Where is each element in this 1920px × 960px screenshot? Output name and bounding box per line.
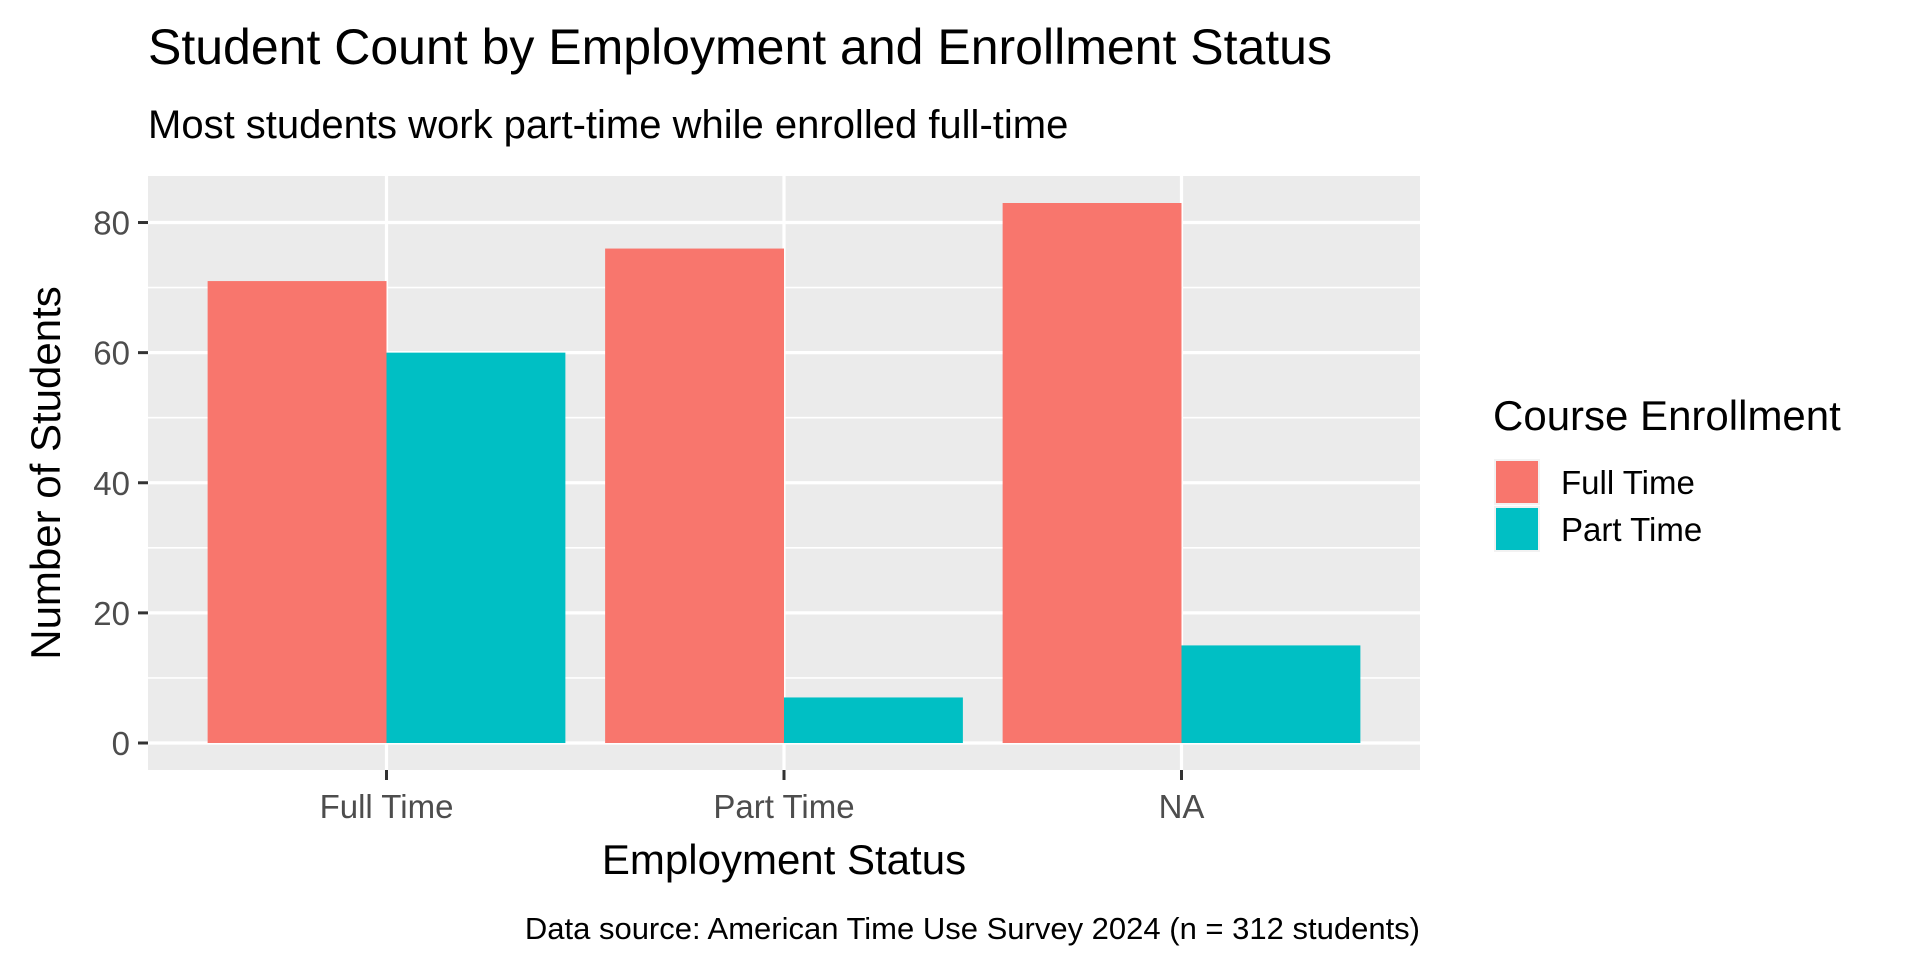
- x-tick-label: Full Time: [320, 788, 454, 825]
- y-tick-label: 60: [93, 335, 130, 372]
- bar-part-time-na: [1181, 645, 1361, 743]
- legend-label: Part Time: [1561, 511, 1702, 548]
- x-axis-title: Employment Status: [602, 836, 966, 883]
- y-tick-label: 20: [93, 595, 130, 632]
- bars: [207, 203, 1361, 743]
- legend: Course Enrollment Full Time Part Time: [1493, 392, 1841, 552]
- y-tick-label: 0: [112, 725, 130, 762]
- bar-full-time-full-time: [207, 281, 387, 743]
- y-tick-label: 80: [93, 205, 130, 242]
- chart-title: Student Count by Employment and Enrollme…: [148, 19, 1332, 75]
- y-axis-title: Number of Students: [22, 286, 69, 660]
- x-tick-label: Part Time: [713, 788, 854, 825]
- bar-full-time-na: [1002, 203, 1182, 743]
- chart-subtitle: Most students work part-time while enrol…: [148, 103, 1068, 147]
- bar-part-time-part-time: [784, 697, 963, 743]
- axes: 0 20 40 60 80 Full Time Part Time NA: [93, 205, 1204, 825]
- legend-title: Course Enrollment: [1493, 392, 1841, 439]
- legend-swatch: [1496, 461, 1538, 503]
- chart-caption: Data source: American Time Use Survey 20…: [525, 911, 1420, 946]
- legend-label: Full Time: [1561, 464, 1695, 501]
- y-tick-label: 40: [93, 465, 130, 502]
- legend-swatch: [1496, 508, 1538, 550]
- bar-part-time-full-time: [386, 352, 566, 743]
- bar-full-time-part-time: [605, 248, 784, 743]
- x-tick-label: NA: [1159, 788, 1205, 825]
